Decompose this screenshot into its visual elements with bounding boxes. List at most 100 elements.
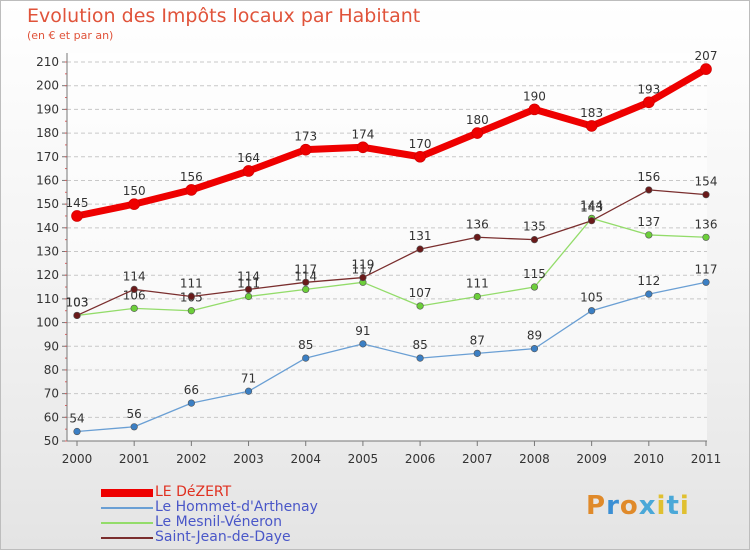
data-label: 103 bbox=[66, 295, 89, 309]
data-label: 135 bbox=[523, 220, 546, 234]
data-label: 136 bbox=[695, 217, 718, 231]
logo-letter: x bbox=[638, 491, 657, 521]
data-point bbox=[585, 120, 598, 132]
data-label: 117 bbox=[695, 262, 718, 276]
data-point bbox=[357, 141, 369, 154]
data-point bbox=[359, 340, 367, 348]
data-point bbox=[588, 217, 596, 225]
data-label: 207 bbox=[695, 49, 718, 63]
data-label: 107 bbox=[409, 286, 432, 300]
data-label: 87 bbox=[470, 333, 485, 347]
y-tick-label: 200 bbox=[36, 79, 59, 93]
data-label: 111 bbox=[237, 277, 260, 291]
data-label: 174 bbox=[351, 127, 374, 141]
legend-swatch bbox=[101, 536, 153, 539]
legend-swatch bbox=[101, 521, 153, 524]
data-label: 54 bbox=[69, 412, 84, 426]
data-point bbox=[242, 165, 255, 177]
data-point bbox=[130, 423, 138, 431]
data-label: 136 bbox=[466, 217, 489, 231]
legend-label: Le Mesnil-Véneron bbox=[155, 514, 282, 530]
data-point bbox=[702, 278, 710, 286]
data-label: 112 bbox=[637, 274, 660, 288]
data-point bbox=[187, 292, 195, 301]
proxiti-logo: Proxiti bbox=[586, 491, 690, 521]
y-tick-label: 170 bbox=[36, 150, 59, 164]
data-label: 85 bbox=[298, 338, 313, 352]
data-point bbox=[588, 307, 596, 315]
data-point bbox=[187, 399, 195, 407]
data-label: 183 bbox=[580, 106, 603, 120]
data-point bbox=[244, 292, 253, 301]
data-label: 89 bbox=[527, 329, 542, 343]
data-label: 143 bbox=[580, 201, 603, 215]
data-point bbox=[414, 150, 426, 163]
data-label: 117 bbox=[351, 262, 374, 276]
data-label: 119 bbox=[351, 258, 374, 272]
x-tick-label: 2004 bbox=[290, 452, 321, 466]
data-label: 144 bbox=[580, 198, 603, 212]
legend-item: Le Hommet-d'Arthenay bbox=[101, 500, 318, 515]
y-tick-label: 50 bbox=[44, 434, 59, 448]
data-label: 111 bbox=[466, 277, 489, 291]
data-label: 114 bbox=[294, 269, 317, 283]
data-point bbox=[73, 427, 81, 436]
data-label: 117 bbox=[294, 262, 317, 276]
data-label: 114 bbox=[123, 269, 146, 283]
y-tick-label: 60 bbox=[44, 410, 59, 424]
series-line bbox=[73, 65, 710, 220]
data-point bbox=[416, 245, 424, 253]
y-tick-label: 140 bbox=[36, 221, 59, 235]
data-point bbox=[302, 285, 310, 294]
y-tick-label: 210 bbox=[36, 55, 59, 69]
legend-item: LE DéZERT bbox=[101, 485, 318, 500]
chart-legend: LE DéZERT Le Hommet-d'Arthenay Le Mesnil-V… bbox=[101, 485, 318, 545]
data-point bbox=[359, 273, 367, 282]
logo-letter: o bbox=[619, 491, 639, 521]
y-tick-label: 180 bbox=[36, 126, 59, 140]
data-label: 85 bbox=[412, 338, 427, 352]
x-tick-label: 2002 bbox=[176, 452, 207, 466]
data-point bbox=[530, 283, 539, 291]
legend-label: LE DéZERT bbox=[155, 484, 232, 500]
data-point bbox=[702, 233, 710, 241]
data-label: 180 bbox=[466, 113, 489, 127]
data-point bbox=[702, 191, 710, 199]
y-tick-label: 150 bbox=[36, 197, 59, 211]
data-label: 103 bbox=[66, 295, 89, 309]
y-tick-label: 90 bbox=[44, 339, 59, 353]
data-point bbox=[700, 63, 712, 75]
data-point bbox=[187, 307, 195, 315]
data-point bbox=[473, 292, 481, 301]
series-line bbox=[76, 217, 707, 317]
y-tick-label: 120 bbox=[36, 268, 59, 282]
data-label: 111 bbox=[180, 277, 203, 291]
y-tick-label: 70 bbox=[44, 387, 59, 401]
data-label: 66 bbox=[184, 383, 199, 397]
plot-area bbox=[67, 53, 707, 441]
x-tick-label: 2000 bbox=[62, 452, 93, 466]
data-label: 56 bbox=[127, 407, 142, 421]
y-tick-label: 130 bbox=[36, 245, 59, 259]
data-label: 190 bbox=[523, 89, 546, 103]
data-point bbox=[130, 285, 138, 294]
data-point bbox=[473, 233, 481, 241]
data-label: 145 bbox=[66, 196, 89, 210]
data-label: 131 bbox=[409, 229, 432, 243]
legend-swatch bbox=[101, 488, 153, 497]
data-label: 173 bbox=[294, 130, 317, 144]
data-point bbox=[473, 349, 481, 357]
x-tick-label: 2010 bbox=[634, 452, 665, 466]
data-label: 137 bbox=[637, 215, 660, 229]
logo-letter: r bbox=[606, 491, 620, 521]
y-tick-label: 80 bbox=[44, 363, 59, 377]
legend-swatch bbox=[101, 506, 153, 509]
y-tick-label: 160 bbox=[36, 173, 59, 187]
data-point bbox=[530, 345, 539, 353]
x-tick-label: 2007 bbox=[462, 452, 493, 466]
data-label: 154 bbox=[695, 175, 718, 189]
legend-item: Le Mesnil-Véneron bbox=[101, 515, 318, 530]
data-label: 150 bbox=[123, 184, 146, 198]
data-label: 71 bbox=[241, 371, 256, 385]
